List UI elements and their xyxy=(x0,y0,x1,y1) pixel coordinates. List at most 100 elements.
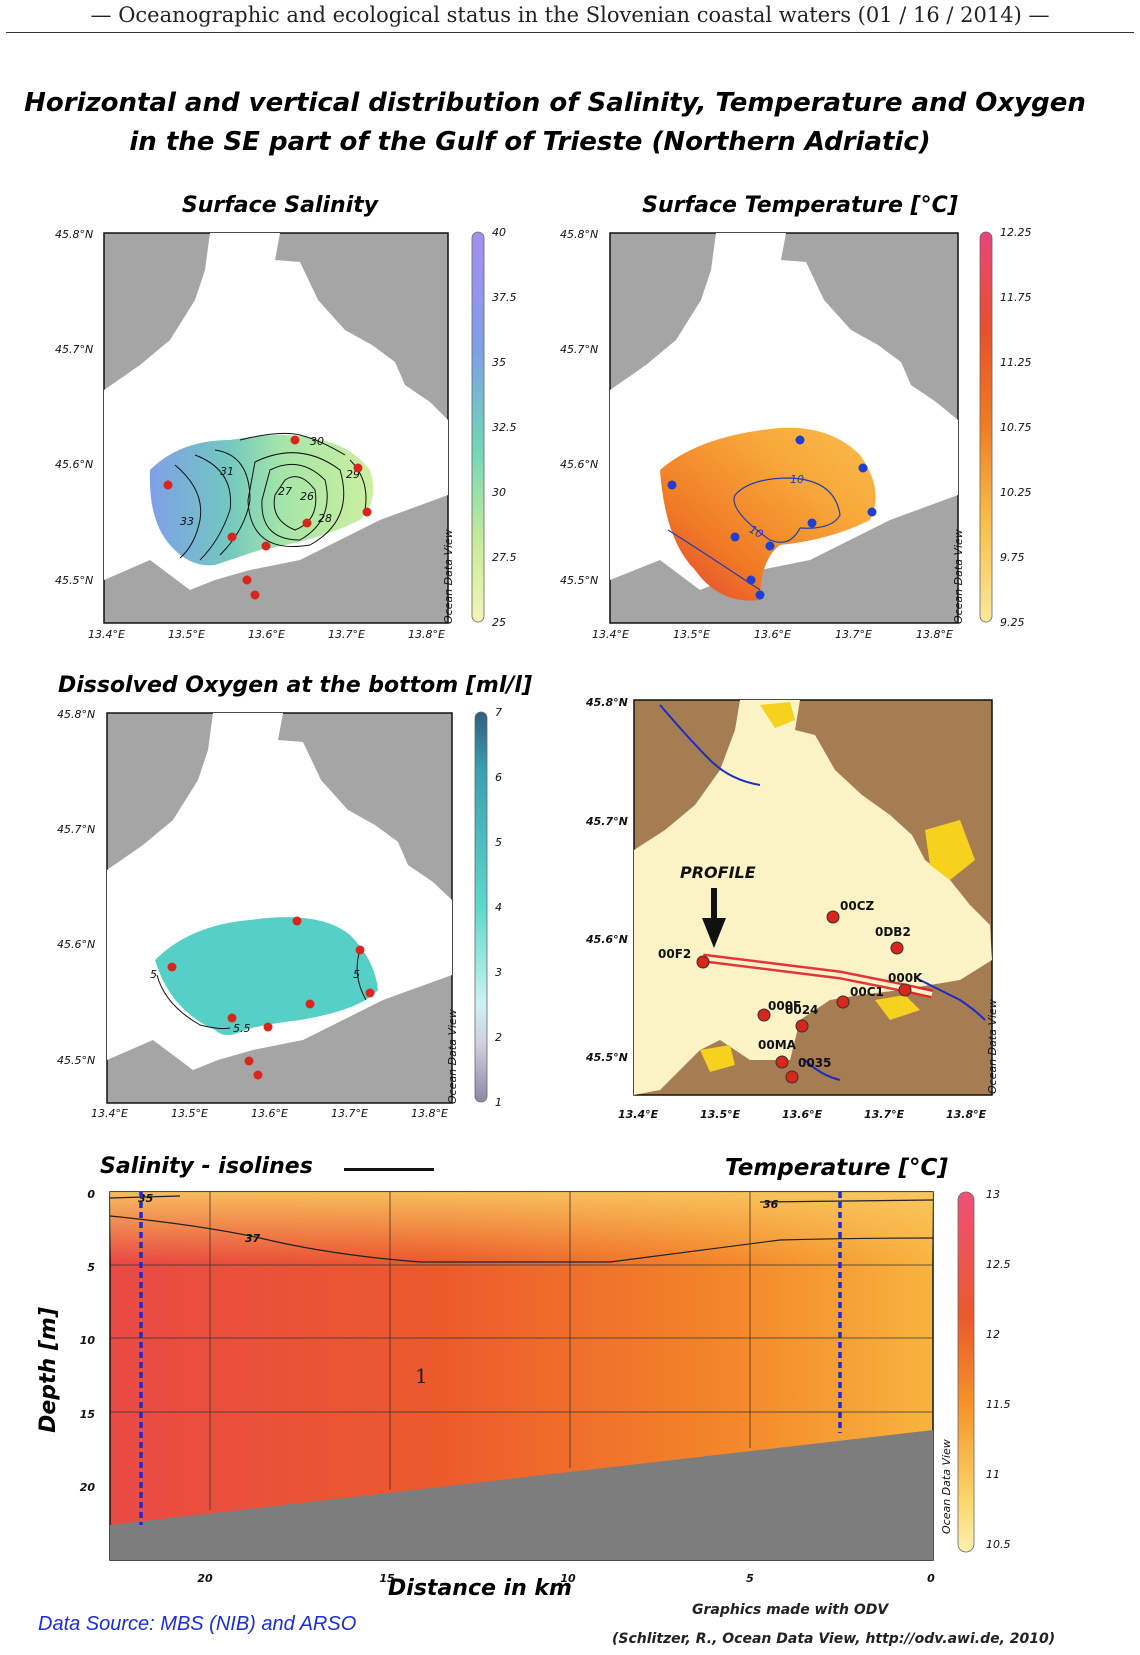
section-seafloor xyxy=(110,1430,933,1560)
svg-text:12.25: 12.25 xyxy=(1000,226,1032,239)
svg-text:45.6°N: 45.6°N xyxy=(560,458,598,471)
svg-text:45.8°N: 45.8°N xyxy=(55,228,93,241)
station-map-urban xyxy=(700,702,975,1072)
svg-text:13.7°E: 13.7°E xyxy=(331,1107,368,1120)
svg-text:20: 20 xyxy=(80,1481,96,1494)
station-map-stations: 00CZ 0DB2 00F2 000K 00C1 000F 0024 00MA … xyxy=(658,899,923,1084)
credit-line1: Graphics made with ODV xyxy=(692,1602,889,1618)
svg-text:10: 10 xyxy=(560,1572,576,1585)
section-depth-ticks: 0 5 10 15 20 xyxy=(80,1188,96,1494)
temperature-colorbar-ticks: 12.25 11.75 11.25 10.75 10.25 9.75 9.25 xyxy=(1000,226,1032,629)
svg-text:45.7°N: 45.7°N xyxy=(57,823,95,836)
oxygen-panel: Dissolved Oxygen at the bottom [ml/l] 5 … xyxy=(57,673,532,1120)
section-grid xyxy=(110,1192,933,1510)
svg-text:0DB2: 0DB2 xyxy=(875,925,911,939)
section-right-title: Temperature [°C] xyxy=(725,1155,948,1181)
svg-text:13.4°E: 13.4°E xyxy=(618,1108,659,1121)
svg-text:45.7°N: 45.7°N xyxy=(585,815,628,828)
svg-text:13.6°E: 13.6°E xyxy=(251,1107,288,1120)
svg-text:5: 5 xyxy=(495,836,502,849)
svg-text:10.5: 10.5 xyxy=(986,1538,1011,1551)
svg-text:11.25: 11.25 xyxy=(1000,356,1032,369)
salinity-colorbar-ticks: 40 37.5 35 32.5 30 27.5 25 xyxy=(492,226,517,629)
svg-text:20: 20 xyxy=(197,1572,213,1585)
svg-text:7: 7 xyxy=(495,706,502,719)
svg-text:5: 5 xyxy=(150,968,157,981)
svg-text:13: 13 xyxy=(986,1188,1000,1201)
svg-text:27: 27 xyxy=(278,485,292,498)
svg-text:9.75: 9.75 xyxy=(1000,551,1025,564)
svg-text:11.75: 11.75 xyxy=(1000,291,1032,304)
section-ylabel: Depth [m] xyxy=(36,1307,61,1433)
svg-text:45.6°N: 45.6°N xyxy=(57,938,95,951)
svg-text:31: 31 xyxy=(220,465,234,478)
header-rule xyxy=(6,32,1134,33)
svg-text:00MA: 00MA xyxy=(758,1038,797,1052)
salinity-colorbar xyxy=(471,231,485,623)
svg-text:25: 25 xyxy=(492,616,506,629)
section-left-title: Salinity - isolines xyxy=(100,1154,313,1179)
svg-text:10.75: 10.75 xyxy=(1000,421,1032,434)
svg-text:12: 12 xyxy=(986,1328,1000,1341)
svg-text:35: 35 xyxy=(492,356,506,369)
section-xlabel: Distance in km xyxy=(388,1576,572,1601)
svg-text:26: 26 xyxy=(300,490,314,503)
svg-text:13.5°E: 13.5°E xyxy=(171,1107,208,1120)
salinity-title: Surface Salinity xyxy=(182,193,380,218)
svg-text:13.5°E: 13.5°E xyxy=(700,1108,741,1121)
temperature-lat-ticks: 45.8°N 45.7°N 45.6°N 45.5°N xyxy=(560,228,598,587)
svg-text:45.8°N: 45.8°N xyxy=(57,708,95,721)
svg-text:36: 36 xyxy=(763,1198,779,1211)
svg-text:0035: 0035 xyxy=(798,1056,831,1070)
oxygen-lat-ticks: 45.8°N 45.7°N 45.6°N 45.5°N xyxy=(57,708,95,1067)
salinity-lat-ticks: 45.8°N 45.7°N 45.6°N 45.5°N xyxy=(55,228,93,587)
svg-text:13.7°E: 13.7°E xyxy=(835,628,872,641)
svg-text:13.8°E: 13.8°E xyxy=(946,1108,987,1121)
svg-text:13.5°E: 13.5°E xyxy=(168,628,205,641)
svg-text:13.6°E: 13.6°E xyxy=(248,628,285,641)
svg-text:45.7°N: 45.7°N xyxy=(55,343,93,356)
section-surface-layer xyxy=(110,1192,933,1262)
svg-text:10: 10 xyxy=(747,523,766,541)
svg-text:5.5: 5.5 xyxy=(233,1022,251,1035)
oxygen-odv-tag: Ocean Data View xyxy=(446,1009,459,1104)
svg-text:45.7°N: 45.7°N xyxy=(560,343,598,356)
svg-text:13.6°E: 13.6°E xyxy=(782,1108,823,1121)
svg-text:0024: 0024 xyxy=(785,1003,818,1017)
svg-text:13.4°E: 13.4°E xyxy=(88,628,125,641)
svg-text:5: 5 xyxy=(87,1261,95,1274)
svg-text:13.8°E: 13.8°E xyxy=(408,628,445,641)
station-map-lon-ticks: 13.4°E 13.5°E 13.6°E 13.7°E 13.8°E xyxy=(618,1108,987,1121)
svg-text:3: 3 xyxy=(495,966,502,979)
svg-text:2: 2 xyxy=(495,1031,502,1044)
svg-text:13.4°E: 13.4°E xyxy=(592,628,629,641)
temperature-colorbar xyxy=(979,231,993,623)
svg-text:15: 15 xyxy=(379,1572,395,1585)
svg-text:45.8°N: 45.8°N xyxy=(560,228,598,241)
svg-text:30: 30 xyxy=(492,486,506,499)
svg-text:45.6°N: 45.6°N xyxy=(55,458,93,471)
station-map-panel: 45.8°N 45.7°N 45.6°N 45.5°N 13.4°E 13.5°… xyxy=(585,696,999,1121)
svg-text:45.5°N: 45.5°N xyxy=(585,1051,628,1064)
temperature-stations xyxy=(667,435,877,600)
svg-text:13.8°E: 13.8°E xyxy=(411,1107,448,1120)
section-isoline-legend xyxy=(344,1168,434,1171)
svg-text:45.5°N: 45.5°N xyxy=(55,574,93,587)
station-map-sea xyxy=(634,700,992,1095)
svg-text:1: 1 xyxy=(495,1096,502,1109)
svg-text:0: 0 xyxy=(87,1188,95,1201)
salinity-odv-tag: Ocean Data View xyxy=(442,529,455,624)
temperature-title: Surface Temperature [°C] xyxy=(642,193,958,218)
oxygen-title: Dissolved Oxygen at the bottom [ml/l] xyxy=(58,673,532,698)
svg-text:00C1: 00C1 xyxy=(850,985,884,999)
oxygen-colorbar xyxy=(474,711,488,1103)
section-colorbar xyxy=(957,1191,975,1553)
credit-line2: (Schlitzer, R., Ocean Data View, http://… xyxy=(612,1631,1055,1647)
svg-text:45.8°N: 45.8°N xyxy=(585,696,628,709)
svg-text:4: 4 xyxy=(495,901,502,914)
svg-text:13.7°E: 13.7°E xyxy=(328,628,365,641)
figure-title-line1: Horizontal and vertical distribution of … xyxy=(24,88,1086,118)
svg-text:5: 5 xyxy=(746,1572,754,1585)
station-map-odv-tag: Ocean Data View xyxy=(986,999,999,1094)
